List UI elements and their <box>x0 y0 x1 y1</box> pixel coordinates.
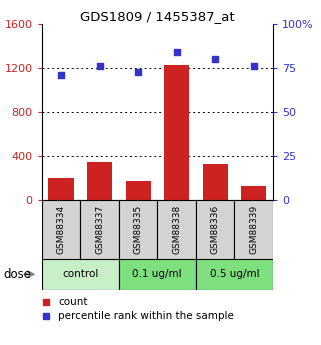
Text: percentile rank within the sample: percentile rank within the sample <box>58 310 234 321</box>
Point <box>174 50 179 55</box>
Text: control: control <box>62 269 99 279</box>
Text: GSM88334: GSM88334 <box>56 205 65 254</box>
Bar <box>203 164 228 200</box>
Text: dose: dose <box>3 268 31 281</box>
Bar <box>80 200 119 259</box>
Text: 0.5 ug/ml: 0.5 ug/ml <box>210 269 259 279</box>
Point <box>44 313 49 318</box>
Bar <box>234 200 273 259</box>
Text: GSM88336: GSM88336 <box>211 205 220 254</box>
Bar <box>241 186 266 200</box>
Point <box>44 299 49 305</box>
Text: 0.1 ug/ml: 0.1 ug/ml <box>133 269 182 279</box>
Bar <box>157 200 196 259</box>
Bar <box>119 200 157 259</box>
Bar <box>126 181 151 200</box>
Bar <box>196 259 273 290</box>
Point <box>251 63 256 69</box>
Text: GSM88338: GSM88338 <box>172 205 181 254</box>
Title: GDS1809 / 1455387_at: GDS1809 / 1455387_at <box>80 10 235 23</box>
Bar <box>42 259 119 290</box>
Text: GSM88339: GSM88339 <box>249 205 258 254</box>
Bar <box>42 200 80 259</box>
Point <box>97 63 102 69</box>
Text: GSM88335: GSM88335 <box>134 205 143 254</box>
Point <box>135 69 141 75</box>
Point <box>213 57 218 62</box>
Bar <box>164 66 189 200</box>
Bar <box>119 259 196 290</box>
Bar <box>87 161 112 200</box>
Text: count: count <box>58 297 87 307</box>
Bar <box>196 200 234 259</box>
Text: GSM88337: GSM88337 <box>95 205 104 254</box>
Bar <box>48 178 74 200</box>
Point <box>58 72 64 78</box>
